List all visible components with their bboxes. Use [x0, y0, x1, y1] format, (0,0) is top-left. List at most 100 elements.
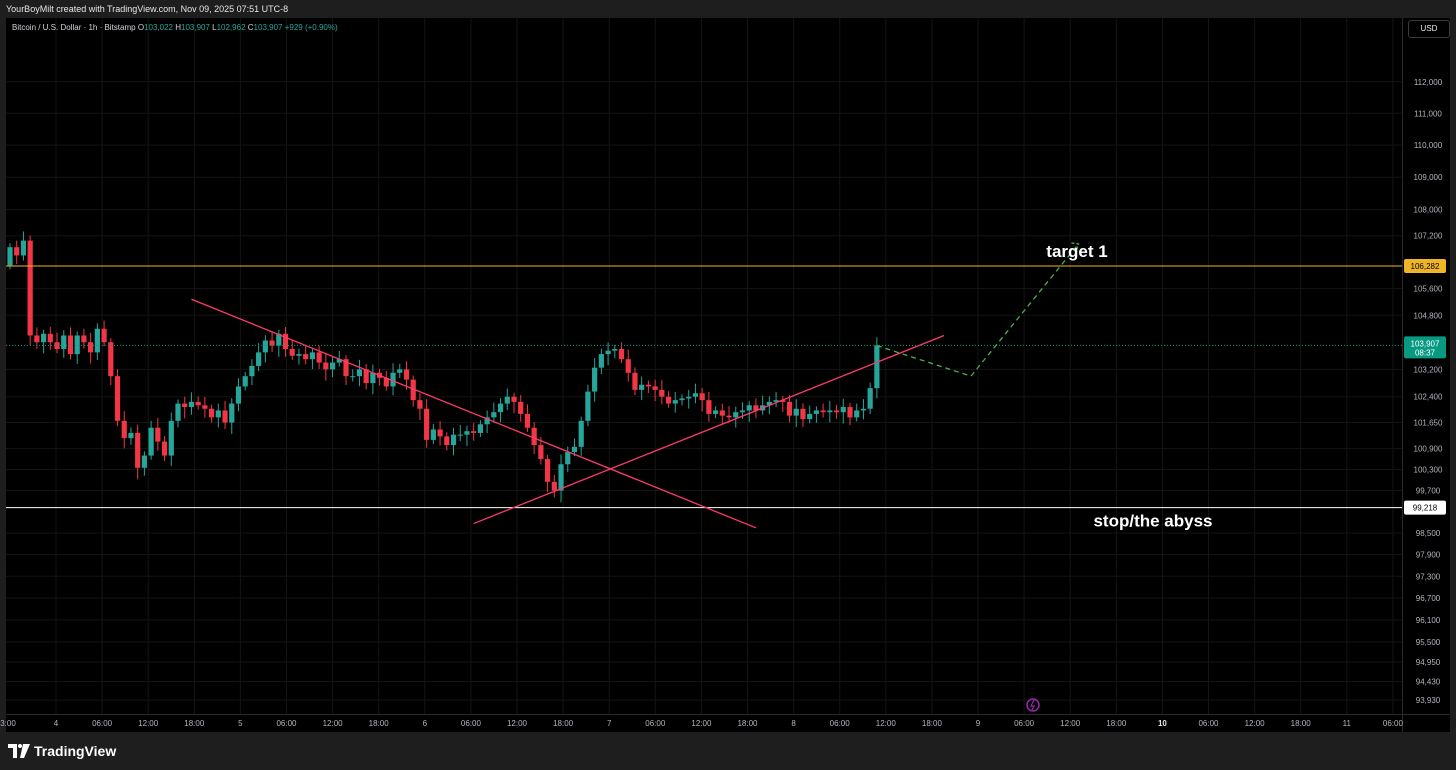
- candle-body: [155, 427, 161, 442]
- candle-body: [114, 376, 121, 421]
- candle-body: [706, 400, 712, 414]
- time-tick-label: 06:00: [1198, 719, 1219, 728]
- trendline-1: [191, 298, 757, 529]
- price-tick-label: 99,700: [1416, 487, 1441, 496]
- time-tick-label: 12:00: [1245, 719, 1266, 728]
- candle-body: [94, 328, 100, 353]
- open-label: O: [137, 23, 145, 32]
- candle-body: [202, 405, 208, 409]
- time-tick-label: 18:00: [184, 719, 205, 728]
- price-tick-label: 94,950: [1416, 658, 1441, 667]
- price-tick-label: 104,800: [1414, 311, 1443, 320]
- time-tick-label: 06:00: [1383, 719, 1404, 728]
- candle-body: [88, 342, 94, 353]
- close-label: C: [247, 23, 254, 32]
- price-tick-label: 108,000: [1414, 206, 1443, 215]
- candle-body: [632, 372, 638, 390]
- candle-body: [800, 408, 806, 420]
- last-price-badge: [1404, 336, 1446, 359]
- price-tick-label: 96,700: [1416, 594, 1441, 603]
- candle-body: [329, 362, 336, 370]
- time-tick-label: 7: [607, 719, 612, 728]
- candle-body: [303, 354, 309, 360]
- candle-body: [269, 340, 275, 346]
- candle-body: [121, 420, 127, 439]
- price-tick-label: 107,200: [1414, 232, 1443, 241]
- candle-body: [545, 459, 551, 482]
- candle-body: [625, 359, 631, 373]
- candle-body: [41, 333, 47, 343]
- price-tick-label: 100,300: [1414, 466, 1443, 475]
- marks: target 1 stop/the abyss: [876, 242, 1213, 712]
- candle-body: [659, 389, 665, 397]
- credit-text: YourBoyMilt created with TradingView.com…: [6, 4, 289, 14]
- candle-body: [719, 410, 725, 416]
- candle-body: [847, 407, 853, 418]
- time-tick-label: 12:00: [138, 719, 159, 728]
- candle-body: [793, 408, 799, 416]
- time-tick-label: 12:00: [507, 719, 528, 728]
- candle-body: [672, 400, 678, 404]
- candle-body: [410, 379, 416, 401]
- candle-body: [807, 413, 813, 420]
- candle-body: [397, 369, 403, 373]
- candle-body: [209, 408, 215, 418]
- time-tick-label: 18:00: [553, 719, 574, 728]
- candle-body: [67, 335, 74, 355]
- candle-body: [585, 391, 591, 421]
- price-tick-label: 102,400: [1414, 393, 1443, 402]
- candle-body: [148, 427, 154, 456]
- change-value: +929 (+0.90%): [284, 23, 338, 32]
- price-tick-label: 103,200: [1414, 365, 1443, 374]
- time-tick-label: 6: [423, 719, 428, 728]
- candle-body: [450, 434, 457, 446]
- candle-body: [753, 405, 759, 411]
- footer-bar: [0, 732, 1456, 770]
- candle-body: [195, 401, 201, 406]
- grid: [6, 18, 1402, 714]
- open-value: 103,022: [144, 23, 173, 32]
- candle-body: [175, 403, 181, 421]
- price-tick-label: 93,930: [1416, 696, 1441, 705]
- candle-body: [874, 345, 880, 389]
- candle-body: [598, 354, 604, 368]
- candle-body: [531, 427, 537, 446]
- candle-body: [235, 386, 242, 404]
- price-tick-label: 95,500: [1416, 638, 1441, 647]
- candle-body: [679, 398, 685, 401]
- symbol-label: Bitcoin / U.S. Dollar · 1h · Bitstamp: [12, 23, 136, 32]
- candle-body: [437, 429, 443, 437]
- high-value: 103,907: [181, 23, 210, 32]
- tradingview-logo[interactable]: TradingView: [8, 743, 116, 759]
- price-tick-label: 110,000: [1414, 141, 1443, 150]
- last-price-label: 103,907: [1411, 339, 1440, 348]
- target-annotation: target 1: [1046, 242, 1107, 261]
- candle-body: [74, 335, 80, 355]
- candles: [7, 231, 880, 503]
- candle-body: [262, 340, 268, 353]
- time-tick-label: 12:00: [323, 719, 344, 728]
- candle-body: [733, 412, 739, 418]
- candle-body: [424, 408, 430, 440]
- candle-body: [336, 359, 342, 363]
- candle-body: [168, 420, 174, 456]
- candle-body: [215, 410, 221, 418]
- projection-arrowhead: [1071, 242, 1080, 251]
- low-label: L: [212, 23, 217, 32]
- price-tick-label: 98,500: [1416, 529, 1441, 538]
- candle-body: [524, 413, 531, 428]
- candle-body: [282, 333, 289, 349]
- price-axis: 112,000 111,000 110,000 109,000 108,000 107,2…: [1402, 18, 1446, 732]
- time-tick-label: 12:00: [876, 719, 897, 728]
- candle-body: [383, 377, 389, 387]
- chart-area[interactable]: [6, 18, 1450, 732]
- candle-body: [81, 335, 87, 343]
- candle-body: [229, 403, 235, 423]
- price-tick-label: 100,900: [1414, 445, 1443, 454]
- countdown-label: 08:37: [1415, 348, 1436, 357]
- tradingview-logo-icon: [8, 744, 30, 758]
- currency-button[interactable]: USD: [1408, 20, 1450, 38]
- price-tick-label: 97,300: [1416, 572, 1441, 581]
- candle-body: [786, 401, 793, 416]
